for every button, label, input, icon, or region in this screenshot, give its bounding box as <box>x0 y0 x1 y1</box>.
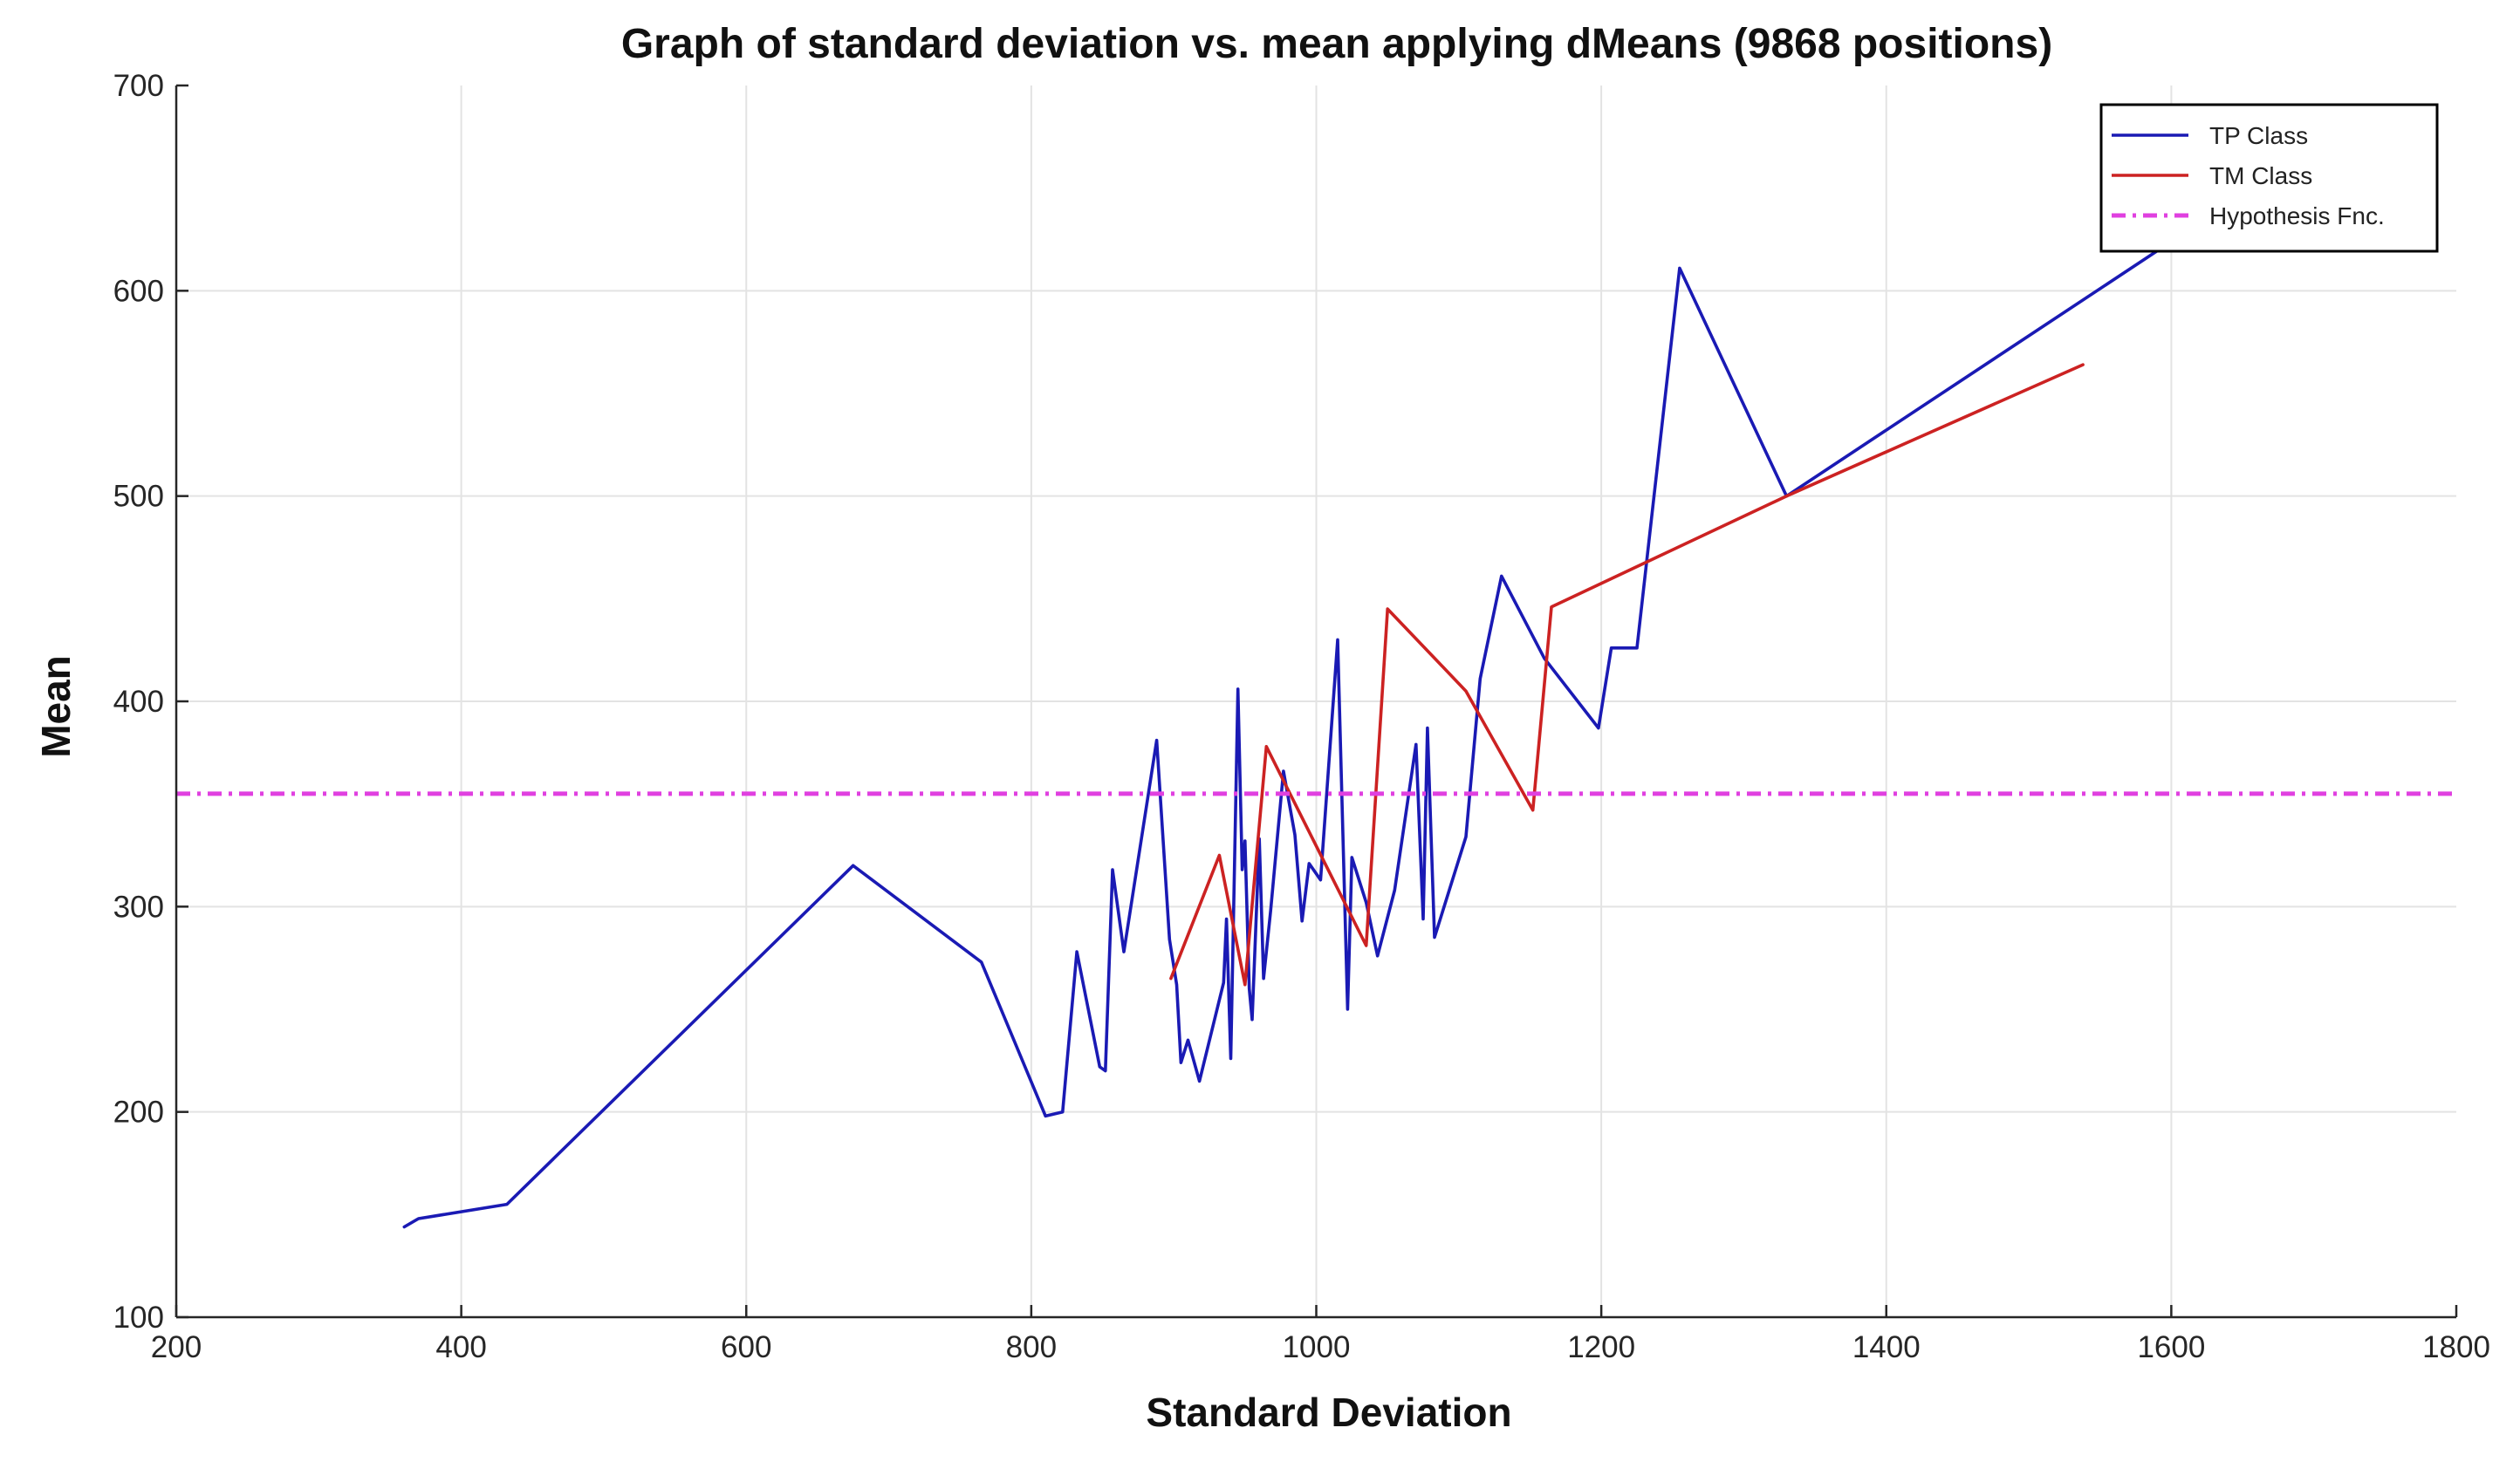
x-tick-label: 400 <box>435 1330 486 1364</box>
legend-label: Hypothesis Fnc. <box>2209 202 2385 229</box>
legend-items: TP Class TM Class Hypothesis Fnc. <box>2112 122 2385 229</box>
y-axis-title: Mean <box>33 655 79 758</box>
y-tick-label: 700 <box>113 69 164 103</box>
y-tick-label: 300 <box>113 890 164 924</box>
chart-title: Graph of standard deviation vs. mean app… <box>621 21 2052 67</box>
grid-layer <box>176 85 2456 1317</box>
y-tick-label: 500 <box>113 480 164 514</box>
series-line-tm-class <box>1169 363 2085 987</box>
legend: TP Class TM Class Hypothesis Fnc. <box>2099 103 2439 253</box>
x-tick-label: 1400 <box>1852 1330 1921 1364</box>
x-tick-label: 600 <box>721 1330 771 1364</box>
y-tick-label: 200 <box>113 1096 164 1130</box>
x-tick-label: 1200 <box>1567 1330 1635 1364</box>
x-tick-label: 1800 <box>2422 1330 2490 1364</box>
x-tick-label: 800 <box>1006 1330 1057 1364</box>
y-tick-label: 600 <box>113 274 164 308</box>
legend-box <box>2099 103 2439 253</box>
x-tick-label: 1000 <box>1283 1330 1351 1364</box>
legend-label: TP Class <box>2209 122 2308 149</box>
y-tick-label: 400 <box>113 685 164 719</box>
y-tick-label: 100 <box>113 1301 164 1335</box>
series-layer <box>176 240 2456 1229</box>
legend-label: TM Class <box>2209 162 2312 189</box>
x-tick-label: 200 <box>151 1330 202 1364</box>
series-line-tp-class <box>402 240 2174 1229</box>
x-tick-label: 1600 <box>2137 1330 2205 1364</box>
x-axis-title: Standard Deviation <box>1146 1390 1511 1435</box>
ticks-layer: 200 400 600 800 1000 1200 1400 1600 180010020030… <box>113 69 2490 1364</box>
